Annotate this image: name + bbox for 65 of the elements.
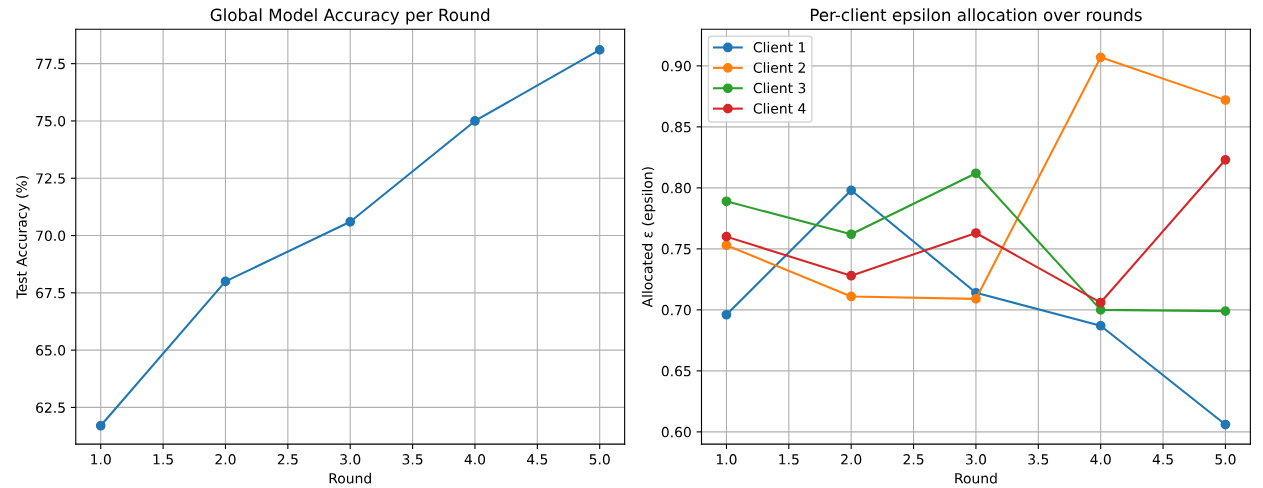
x-tick-label: 2.0 (215, 454, 236, 465)
y-axis-title: Allocated ε (epsilon) (641, 167, 656, 308)
y-tick-label: 0.85 (661, 121, 691, 133)
x-axis-title: Round (955, 472, 997, 484)
x-tick-label: 1.0 (716, 454, 737, 465)
y-tick-label: 72.5 (36, 173, 65, 184)
point (345, 216, 356, 227)
x-tick-label: 5.0 (589, 454, 610, 465)
point (594, 45, 605, 55)
x-tick-label: 3.5 (1028, 454, 1049, 465)
x-tick-label: 2.0 (841, 454, 862, 465)
y-tick-label: 70.0 (36, 230, 66, 242)
point (846, 229, 857, 240)
y-tick-label: 0.60 (661, 426, 691, 438)
point (95, 420, 106, 431)
point (721, 231, 732, 242)
point (1095, 52, 1106, 63)
y-tick-label: 65.0 (36, 345, 66, 356)
y-axis-title: Test Accuracy (%) (16, 176, 30, 299)
y-tick-label: 0.80 (661, 182, 691, 194)
x-axis-title: Round (329, 472, 371, 484)
x-tick-label: 1.0 (91, 454, 111, 465)
point (1220, 419, 1231, 430)
y-tick-label: 0.70 (661, 304, 691, 316)
point (846, 185, 857, 196)
point (1095, 320, 1106, 331)
legend-label: Client 3 (753, 82, 806, 94)
point (1220, 154, 1231, 165)
point (846, 291, 857, 302)
x-tick-label: 3.0 (340, 454, 361, 465)
point (1220, 306, 1231, 316)
x-tick-label: 3.0 (965, 454, 987, 465)
x-tick-label: 1.5 (153, 454, 173, 465)
legend-label: Client 4 (753, 102, 806, 114)
x-tick-label: 2.5 (903, 454, 924, 465)
x-tick-label: 1.5 (779, 454, 799, 465)
chart-title: Global Model Accuracy per Round (210, 8, 490, 25)
point (721, 309, 732, 320)
y-tick-label: 77.5 (36, 58, 65, 70)
x-tick-label: 4.5 (1152, 454, 1173, 465)
point (721, 240, 732, 251)
x-tick-label: 4.5 (526, 454, 548, 465)
chart-title: Per-client epsilon allocation over rounds (810, 8, 1142, 25)
legend-label: Client 1 (753, 41, 806, 53)
point (721, 196, 732, 207)
point (971, 228, 981, 238)
y-tick-label: 0.90 (661, 60, 691, 72)
point (971, 168, 981, 179)
point (1220, 95, 1231, 105)
x-tick-label: 5.0 (1215, 454, 1236, 465)
legend-label: Client 2 (753, 62, 805, 73)
point (846, 270, 857, 281)
x-tick-label: 4.0 (1090, 454, 1111, 465)
point (971, 294, 981, 304)
y-tick-label: 62.5 (36, 402, 65, 413)
y-tick-label: 0.65 (661, 365, 691, 377)
y-tick-label: 67.5 (36, 287, 65, 299)
x-tick-label: 4.0 (464, 454, 486, 465)
x-tick-label: 2.5 (277, 454, 298, 465)
point (220, 276, 231, 287)
point (1095, 297, 1106, 308)
x-tick-label: 3.5 (402, 454, 423, 465)
point (470, 116, 480, 126)
y-tick-label: 0.75 (661, 243, 691, 255)
y-tick-label: 75.0 (36, 115, 66, 127)
